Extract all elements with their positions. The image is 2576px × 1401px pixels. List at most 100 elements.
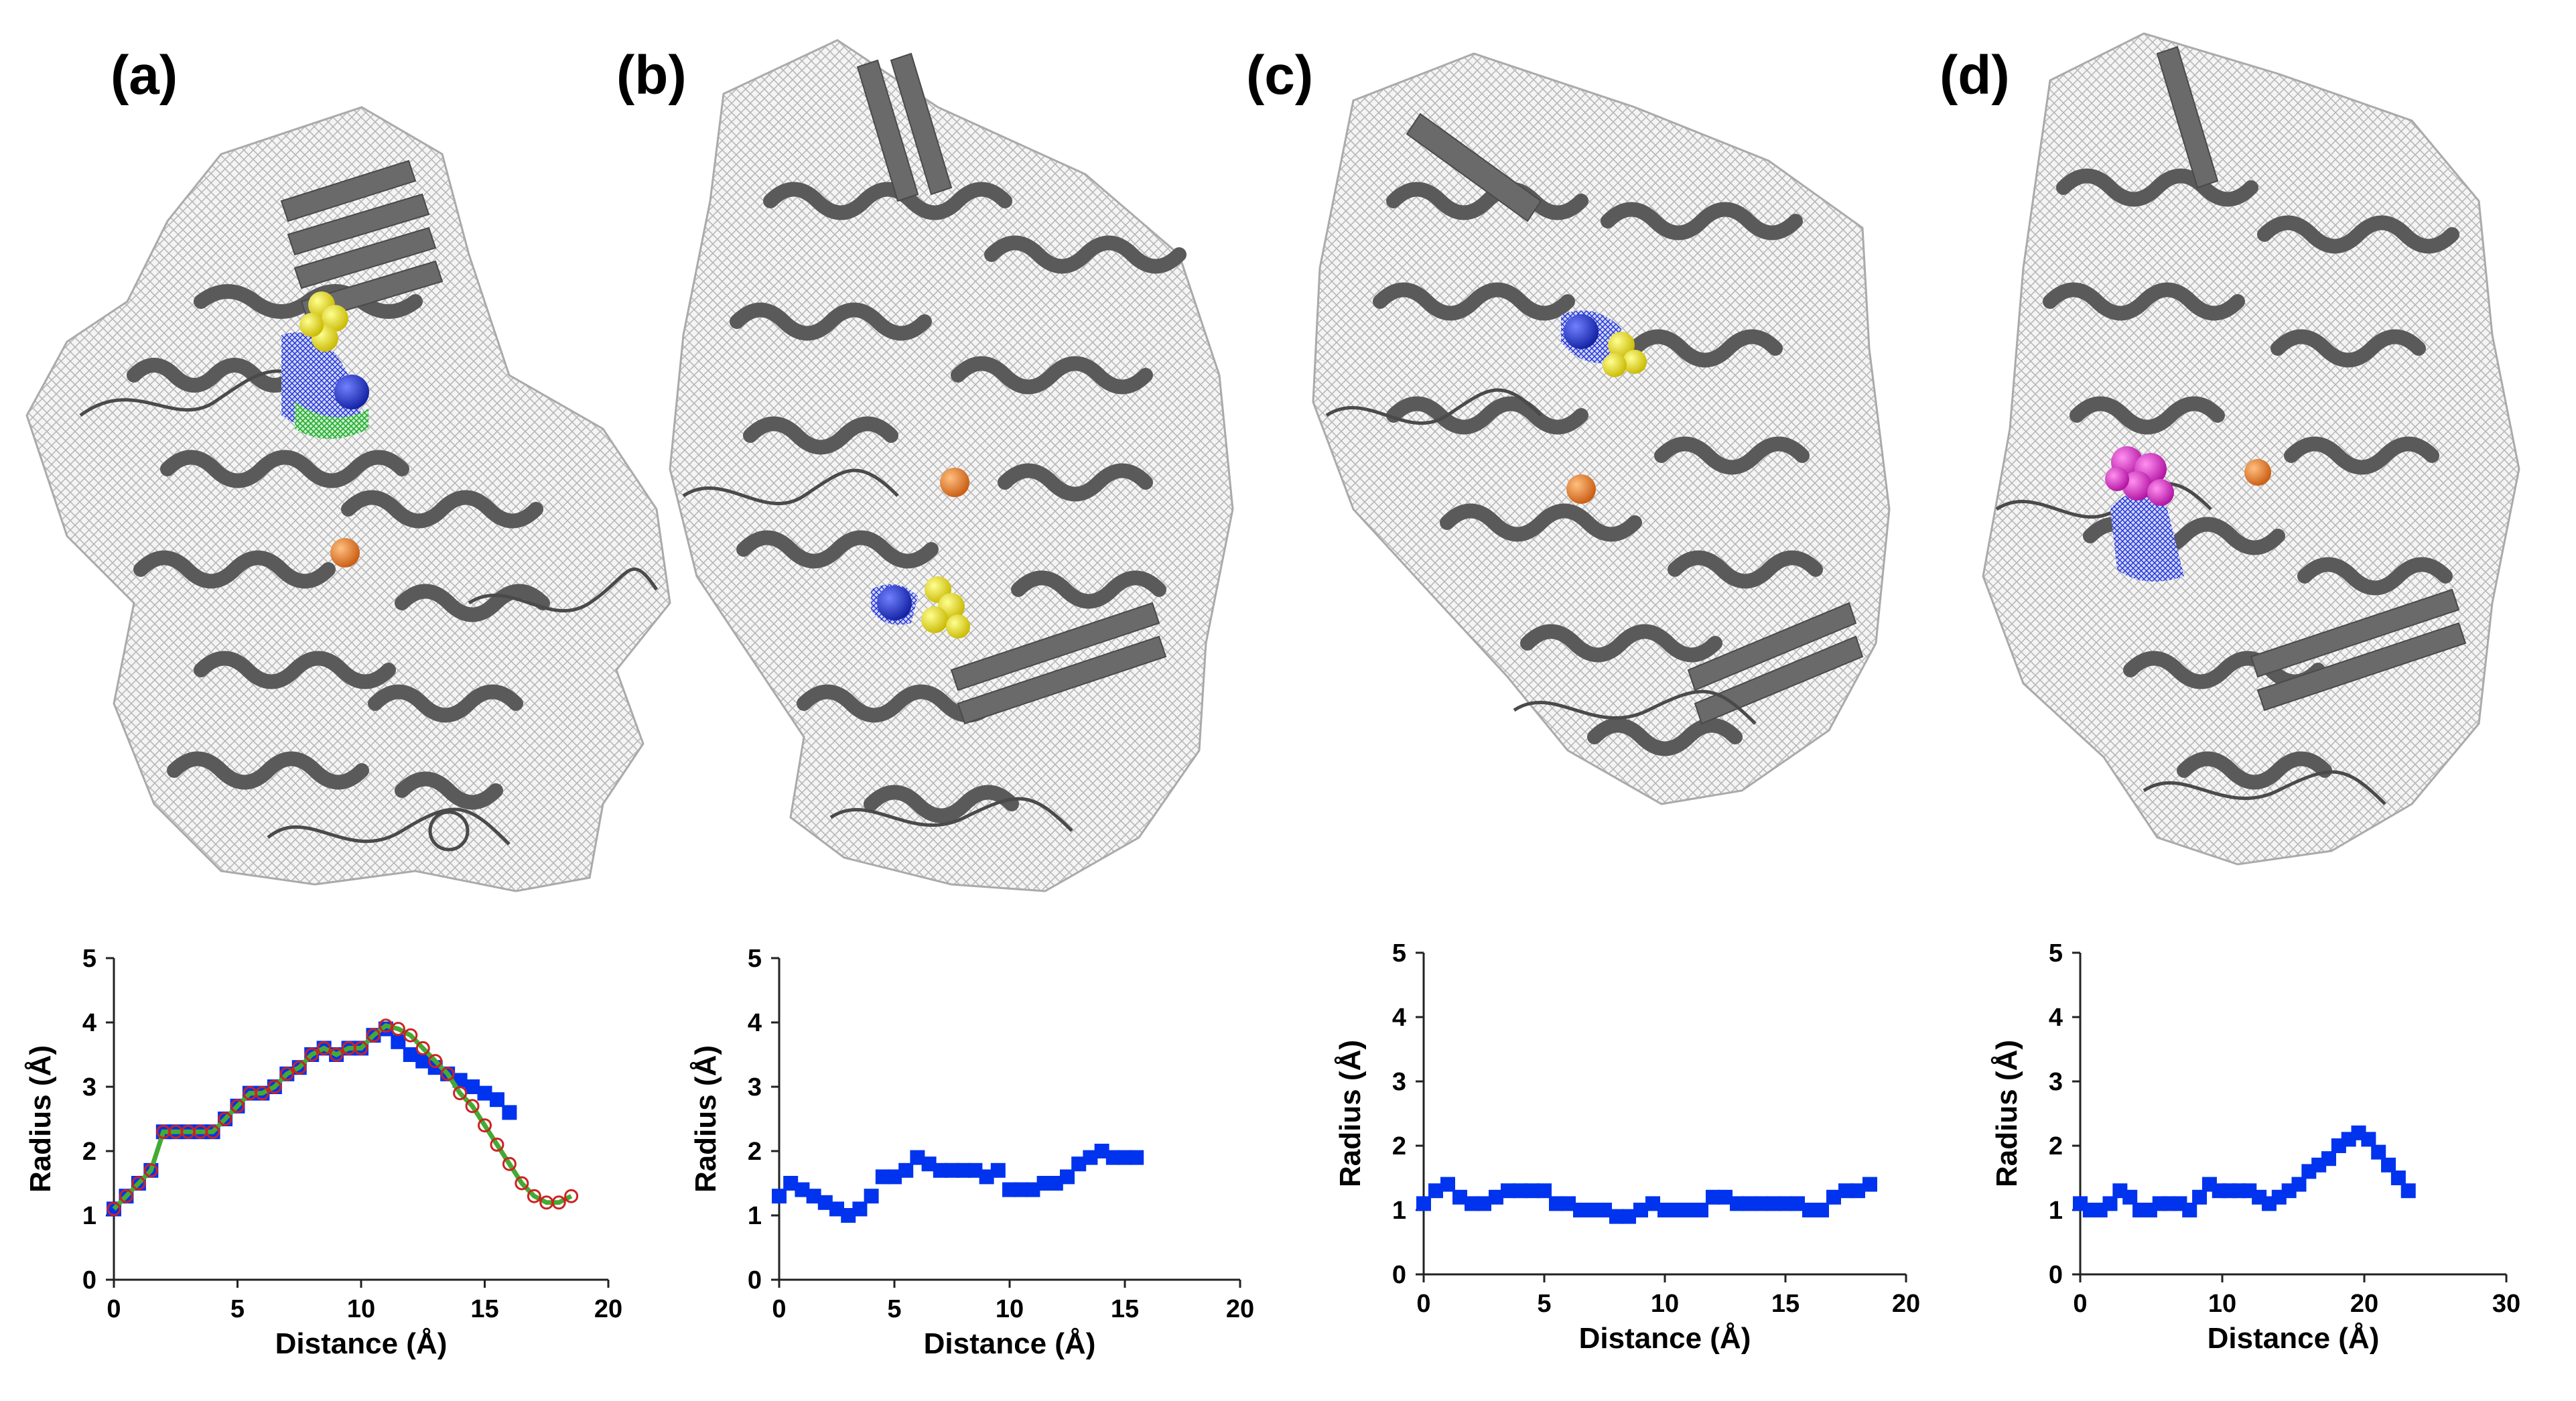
x-tick-label-b: 20 xyxy=(1226,1295,1254,1323)
data-point-square xyxy=(1633,1203,1648,1217)
x-tick-label-b: 10 xyxy=(996,1295,1024,1323)
data-point-square xyxy=(1645,1196,1660,1211)
data-point-square xyxy=(1585,1203,1600,1217)
data-point-circle xyxy=(527,1189,541,1203)
data-point-square xyxy=(1862,1177,1877,1192)
y-axis-label-c: Radius (Å) xyxy=(1334,1040,1367,1187)
x-tick-label-a: 5 xyxy=(230,1295,245,1323)
data-point-square xyxy=(465,1079,480,1094)
loops-c xyxy=(1325,388,1757,725)
data-point-circle xyxy=(218,1112,232,1126)
data-point-square xyxy=(1802,1203,1817,1217)
data-point-square xyxy=(979,1169,994,1185)
surface-mesh-b xyxy=(669,39,1234,892)
data-point-square xyxy=(887,1169,902,1185)
data-point-circle xyxy=(391,1022,405,1037)
x-tick-label-c: 0 xyxy=(1416,1290,1430,1318)
data-point-square xyxy=(1014,1182,1029,1197)
data-point-circle xyxy=(304,1047,319,1062)
data-point-square xyxy=(489,1092,504,1108)
data-point-square xyxy=(1071,1156,1087,1172)
data-point-circle xyxy=(453,1086,468,1101)
panel-label-b: (b) xyxy=(616,45,687,106)
x-axis-label-b: Distance (Å) xyxy=(924,1327,1096,1360)
data-point-circle xyxy=(329,1047,344,1062)
protein-ribbon-b xyxy=(730,182,1187,823)
data-point-square xyxy=(1440,1177,1455,1192)
beta-sheet-d xyxy=(2156,46,2467,712)
data-point-square xyxy=(1477,1196,1491,1211)
data-point-square xyxy=(1060,1169,1075,1185)
data-point-square xyxy=(2102,1196,2118,1211)
data-point-circle xyxy=(119,1189,133,1203)
data-point-circle xyxy=(279,1067,294,1081)
data-point-square xyxy=(1416,1196,1431,1211)
data-point-square xyxy=(1742,1196,1757,1211)
data-point-square xyxy=(864,1189,879,1204)
ligand-tunnel-c xyxy=(1561,310,1647,504)
loops-b xyxy=(682,468,1073,832)
data-point-square xyxy=(1083,1150,1098,1165)
data-point-square xyxy=(933,1162,948,1178)
data-point-square xyxy=(2371,1144,2386,1160)
data-point-square xyxy=(1838,1183,1853,1199)
data-point-square xyxy=(2400,1183,2416,1199)
x-tick-label-a: 15 xyxy=(470,1295,498,1323)
data-point-square xyxy=(2291,1177,2307,1192)
data-point-circle xyxy=(230,1099,245,1114)
x-axis-label-c: Distance (Å) xyxy=(1579,1322,1751,1355)
series-a-1 xyxy=(107,1021,517,1217)
y-tick-label-d: 4 xyxy=(2049,1004,2063,1032)
x-tick-label-c: 10 xyxy=(1651,1290,1679,1318)
data-point-circle xyxy=(354,1041,368,1055)
y-tick-label-b: 5 xyxy=(748,945,762,973)
data-point-circle xyxy=(107,1201,121,1216)
series-b-1 xyxy=(772,1144,1144,1223)
x-tick-label-c: 15 xyxy=(1771,1290,1800,1318)
x-axis-label-a: Distance (Å) xyxy=(275,1327,448,1360)
data-point-square xyxy=(1501,1183,1515,1199)
data-point-square xyxy=(1621,1209,1636,1224)
data-point-square xyxy=(1525,1183,1540,1199)
y-tick-label-a: 5 xyxy=(82,945,96,973)
data-point-circle xyxy=(206,1124,220,1139)
data-point-square xyxy=(910,1150,925,1165)
data-point-square xyxy=(898,1162,914,1178)
data-point-square xyxy=(1573,1203,1588,1217)
x-tick-label-b: 15 xyxy=(1111,1295,1139,1323)
y-tick-label-c: 1 xyxy=(1392,1197,1406,1225)
data-point-circle xyxy=(564,1189,579,1203)
data-point-square xyxy=(2321,1151,2336,1166)
data-point-square xyxy=(841,1208,856,1223)
x-tick-label-c: 20 xyxy=(1892,1290,1920,1318)
chart-c: 0 1 2 3 4 5 0 5 10 15 20 Distance (Å) Radius (Å) xyxy=(1334,939,1920,1355)
data-point-square xyxy=(1597,1203,1612,1217)
data-point-circle xyxy=(379,1018,393,1033)
y-tick-label-b: 4 xyxy=(748,1009,762,1037)
x-tick-label-c: 5 xyxy=(1537,1290,1551,1318)
y-tick-label-a: 4 xyxy=(82,1009,96,1037)
data-point-square xyxy=(1706,1189,1720,1205)
data-point-square xyxy=(1657,1203,1672,1217)
x-tick-label-d: 30 xyxy=(2492,1290,2520,1318)
data-point-circle xyxy=(255,1086,269,1101)
data-point-square xyxy=(945,1162,959,1178)
y-tick-label-a: 1 xyxy=(82,1202,96,1230)
data-point-circle xyxy=(478,1118,492,1133)
data-point-square xyxy=(806,1189,821,1204)
y-axis-label-d: Radius (Å) xyxy=(1990,1040,2023,1187)
data-point-circle xyxy=(267,1079,282,1094)
y-tick-label-d: 2 xyxy=(2049,1132,2063,1160)
panel-label-a: (a) xyxy=(111,45,178,106)
y-tick-label-c: 4 xyxy=(1392,1004,1406,1032)
data-point-square xyxy=(502,1105,517,1120)
data-point-square xyxy=(783,1176,799,1191)
x-tick-label-a: 10 xyxy=(347,1295,375,1323)
y-tick-label-c: 0 xyxy=(1392,1261,1406,1289)
data-point-square xyxy=(1036,1176,1052,1191)
data-point-square xyxy=(921,1156,937,1172)
x-tick-label-b: 5 xyxy=(887,1295,901,1323)
y-tick-label-c: 3 xyxy=(1392,1068,1406,1096)
chart-d: 0 1 2 3 4 5 0 10 20 30 Distance (Å) Radius (Å) xyxy=(1990,939,2520,1355)
x-tick-label-a: 0 xyxy=(107,1295,121,1323)
